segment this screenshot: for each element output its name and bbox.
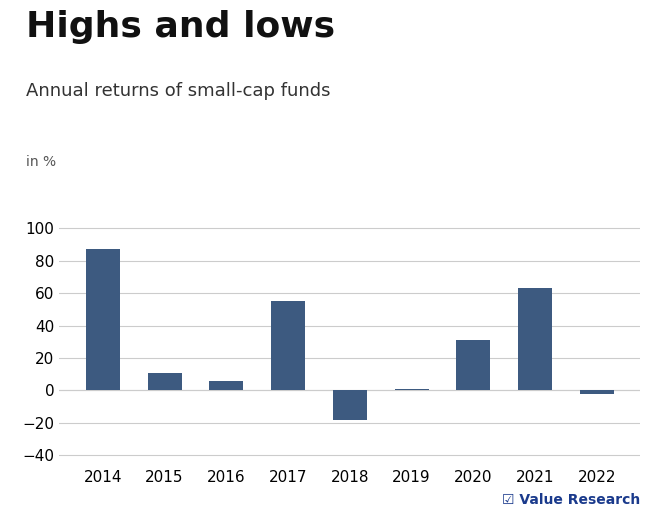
- Bar: [86, 249, 119, 390]
- Bar: [209, 381, 244, 390]
- Bar: [518, 288, 552, 390]
- Text: Annual returns of small-cap funds: Annual returns of small-cap funds: [26, 82, 331, 100]
- Text: ☑ Value Research: ☑ Value Research: [502, 493, 640, 507]
- Bar: [333, 390, 367, 420]
- Bar: [580, 390, 614, 393]
- Text: in %: in %: [26, 154, 57, 168]
- Bar: [271, 301, 305, 390]
- Bar: [395, 389, 428, 390]
- Bar: [456, 340, 490, 390]
- Text: Highs and lows: Highs and lows: [26, 10, 335, 44]
- Bar: [148, 373, 182, 390]
